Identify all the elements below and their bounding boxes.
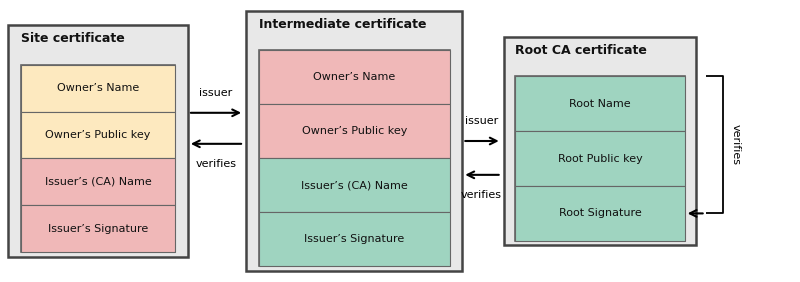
Text: Intermediate certificate: Intermediate certificate	[259, 18, 426, 31]
Text: Root Public key: Root Public key	[558, 154, 642, 164]
FancyBboxPatch shape	[246, 11, 462, 271]
FancyBboxPatch shape	[259, 104, 450, 158]
FancyBboxPatch shape	[259, 50, 450, 104]
Text: verifies: verifies	[461, 190, 502, 200]
Text: Owner’s Public key: Owner’s Public key	[302, 126, 407, 136]
FancyBboxPatch shape	[21, 65, 175, 112]
FancyBboxPatch shape	[515, 76, 685, 131]
Text: Issuer’s (CA) Name: Issuer’s (CA) Name	[45, 177, 151, 187]
FancyBboxPatch shape	[259, 158, 450, 212]
Text: Root Name: Root Name	[569, 99, 631, 109]
Text: Issuer’s Signature: Issuer’s Signature	[48, 224, 148, 234]
Text: Owner’s Public key: Owner’s Public key	[46, 130, 150, 140]
FancyBboxPatch shape	[504, 37, 696, 245]
FancyBboxPatch shape	[259, 50, 450, 266]
Text: Site certificate: Site certificate	[21, 32, 125, 45]
Text: Root Signature: Root Signature	[558, 208, 642, 218]
Text: Issuer’s (CA) Name: Issuer’s (CA) Name	[301, 180, 408, 190]
FancyBboxPatch shape	[21, 65, 175, 252]
Text: issuer: issuer	[465, 116, 498, 126]
FancyBboxPatch shape	[21, 158, 175, 205]
Text: Issuer’s Signature: Issuer’s Signature	[304, 234, 405, 244]
Text: issuer: issuer	[199, 88, 233, 98]
FancyBboxPatch shape	[515, 76, 685, 241]
FancyBboxPatch shape	[21, 205, 175, 252]
FancyBboxPatch shape	[21, 112, 175, 158]
FancyBboxPatch shape	[8, 25, 188, 257]
Text: Root CA certificate: Root CA certificate	[515, 44, 647, 57]
Text: Owner’s Name: Owner’s Name	[57, 83, 139, 93]
FancyBboxPatch shape	[515, 186, 685, 241]
Text: Owner’s Name: Owner’s Name	[314, 72, 395, 82]
FancyBboxPatch shape	[259, 212, 450, 266]
Text: verifies: verifies	[730, 124, 740, 165]
FancyBboxPatch shape	[515, 131, 685, 186]
Text: verifies: verifies	[195, 158, 237, 169]
